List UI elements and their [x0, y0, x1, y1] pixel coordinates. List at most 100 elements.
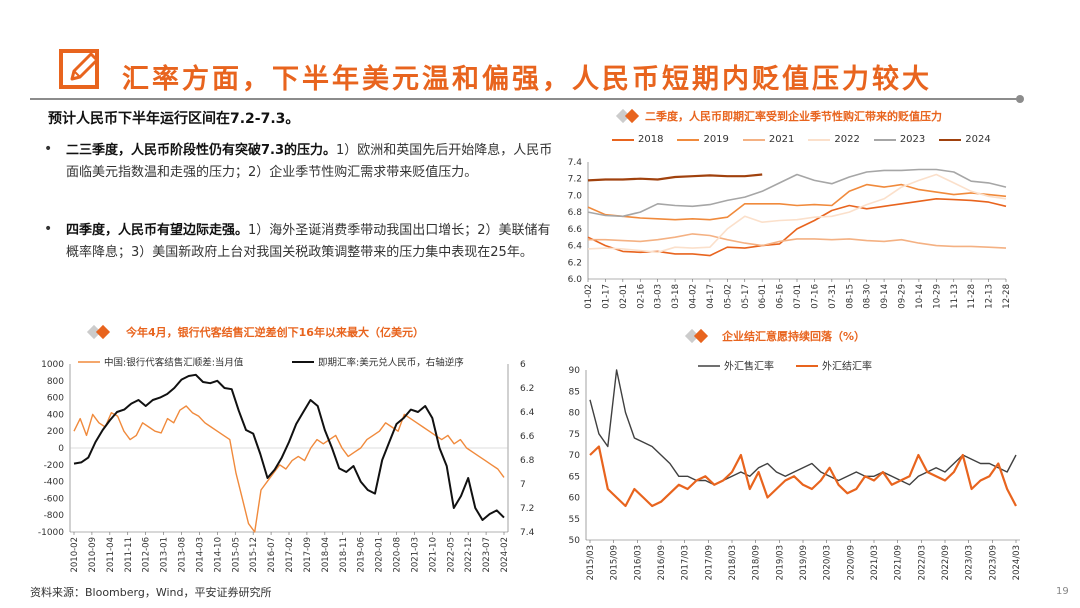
- chart1-legend: 2018 2019 2021 2022 2023 2024: [612, 134, 991, 145]
- chart1-series-2024: [587, 173, 763, 182]
- legend-label: 2019: [703, 134, 729, 145]
- chart1-series-2018: [587, 198, 1007, 257]
- chart2-x-tick-label: 2017-09: [303, 537, 313, 573]
- chart1-series-2019: [587, 183, 1007, 221]
- chart1-x-tick-label: 07-31: [828, 284, 838, 309]
- chart1-y-tick-label: 6.0: [568, 275, 583, 285]
- chart2-x-tick-label: 2010-09: [88, 537, 98, 573]
- orange-diamond-icon: [693, 328, 709, 344]
- bullet-2: 四季度，人民币有望边际走强。1）海外圣诞消费季带动我国出口增长；2）美联储有概率…: [66, 220, 556, 264]
- chart1-x-tick-label: 05-02: [723, 284, 733, 309]
- chart1-x-tick-label: 07-01: [793, 284, 803, 309]
- legend-label: 2018: [638, 134, 664, 145]
- legend-label: 2022: [834, 134, 860, 145]
- chart3-title: 企业结汇意愿持续回落（%）: [722, 330, 866, 343]
- legend-item-2021: 2021: [742, 134, 795, 145]
- chart3-x-tick-label: 2018/03: [728, 545, 738, 580]
- chart3-x-tick-label: 2022/09: [941, 545, 951, 580]
- chart1-x-tick-label: 04-17: [706, 284, 716, 309]
- chart3-y-tick-label: 90: [569, 366, 581, 376]
- page-number: 19: [1056, 586, 1069, 597]
- chart2-plot: 中国:银行代客结售汇顺差:当月值 即期汇率:美元兑人民币，右轴逆序 1000 800 6…: [38, 357, 535, 573]
- chart1-x-tick-label: 12-13: [985, 284, 995, 309]
- orange-diamond-icon: [95, 324, 111, 340]
- chart2-y-right-tick-label: 6.4: [520, 408, 535, 418]
- chart3-x-tick-label: 2021/03: [870, 545, 880, 580]
- chart3-x-tick-label: 2018/09: [752, 545, 762, 580]
- chart1-y-tick-label: 7.0: [568, 191, 583, 201]
- legend-item-2023: 2023: [873, 134, 926, 145]
- chart2-x-tick-label: 2014-03: [195, 537, 205, 573]
- chart3-x-tick-label: 2023/03: [965, 545, 975, 580]
- chart1-y-tick-label: 6.4: [568, 242, 583, 252]
- chart3-x-tick-label: 2021/09: [894, 545, 904, 580]
- chart3-legend-label: 外汇结汇率: [822, 360, 872, 373]
- chart2-x-tick-label: 2011-11: [124, 537, 134, 573]
- legend-swatch: [612, 138, 634, 141]
- chart2-x-tick-label: 2015-12: [249, 537, 259, 573]
- chart1-x-tick-label: 09-29: [898, 284, 908, 309]
- chart3-legend-label: 外汇售汇率: [724, 360, 774, 373]
- legend-label: 2021: [768, 134, 795, 145]
- chart2-x-tick-label: 2011-04: [106, 537, 116, 573]
- chart2-y-right-tick-label: 6.8: [520, 456, 535, 466]
- chart1-x-tick-label: 03-03: [654, 284, 664, 309]
- chart2-series-settlement: [73, 405, 505, 533]
- chart2-y-left-tick-label: 600: [47, 394, 64, 404]
- legend-swatch: [677, 138, 700, 141]
- chart1-x-tick-label: 06-01: [758, 284, 768, 309]
- chart3-x-tick-label: 2020/03: [823, 545, 833, 580]
- chart2-y-left-tick-label: -800: [44, 511, 65, 521]
- chart3-x-tick-label: 2024/03: [1012, 545, 1022, 580]
- chart2-y-right-tick-label: 7.4: [520, 528, 535, 538]
- chart1-x-tick-label: 08-15: [845, 284, 855, 309]
- chart2-x-tick-label: 2021-03: [410, 537, 420, 573]
- chart3-x-tick-label: 2016/09: [657, 545, 667, 580]
- chart1-x-tick-label: 12-28: [1002, 284, 1012, 309]
- chart1-y-tick-label: 6.6: [568, 225, 583, 235]
- legend-swatch: [939, 138, 962, 141]
- chart1-x-tick-label: 02-01: [619, 284, 629, 309]
- chart1-series-2021: [588, 233, 1007, 249]
- chart2-x-tick-label: 2022-05: [446, 537, 456, 573]
- chart3-x-tick-label: 2015/09: [610, 545, 620, 580]
- legend-item-2019: 2019: [677, 134, 729, 145]
- title-divider: [30, 98, 1022, 100]
- chart1-y-tick-label: 7.2: [568, 175, 582, 185]
- chart2-x-tick-label: 2020-08: [393, 537, 403, 573]
- chart3-x-tick-label: 2015/03: [586, 545, 596, 580]
- chart1-x-tick-label: 04-02: [689, 284, 699, 309]
- chart2-x-tick-label: 2018-04: [321, 537, 331, 573]
- chart1-x-tick-label: 01-17: [601, 284, 611, 309]
- chart2-y-left-tick-label: -1000: [38, 528, 64, 538]
- chart3-x-tick-label: 2016/03: [633, 545, 643, 580]
- chart1-x-tick-label: 10-14: [915, 284, 925, 309]
- chart2-x-tick-label: 2023-07: [482, 537, 492, 573]
- bullet-1: 二三季度，人民币阶段性仍有突破7.3的压力。1）欧洲和英国先后开始降息，人民币面…: [66, 140, 556, 184]
- chart2-x-tick-label: 2015-05: [231, 537, 241, 573]
- chart3-y-tick-label: 85: [569, 387, 580, 397]
- chart3-x-tick-label: 2017/03: [681, 545, 691, 580]
- chart2-x-tick-label: 2024-02: [500, 537, 510, 573]
- legend-label: 2024: [965, 134, 991, 145]
- legend-label: 2023: [899, 134, 926, 145]
- chart1-x-tick-label: 09-14: [880, 284, 890, 309]
- chart1-series-2023: [587, 168, 1007, 218]
- chart2-y-right-tick-label: 6.6: [520, 432, 535, 442]
- page-title: 汇率方面，下半年美元温和偏强，人民币短期内贬值压力较大: [122, 64, 932, 95]
- chart1-y-tick-label: 6.8: [568, 208, 583, 218]
- chart3-y-tick-label: 70: [569, 451, 581, 461]
- edit-pencil-icon: [59, 49, 99, 89]
- chart2-y-right-tick-label: 7: [520, 480, 526, 490]
- legend-swatch: [873, 138, 896, 141]
- chart2-y-right-tick-label: 6: [520, 360, 526, 370]
- bullet-dot: •: [44, 141, 53, 157]
- chart2-x-tick-label: 2020-01: [375, 537, 385, 573]
- chart1-title: 二季度，人民币即期汇率受到企业季节性购汇带来的贬值压力: [645, 110, 942, 123]
- chart2-x-tick-label: 2021-10: [428, 537, 438, 573]
- title-divider-dot: [1016, 95, 1024, 103]
- chart3-y-tick-label: 75: [569, 430, 580, 440]
- chart1-x-tick-label: 11-28: [967, 284, 977, 309]
- chart1-x-tick-label: 11-13: [950, 284, 960, 309]
- chart1-x-tick-label: 10-29: [932, 284, 942, 309]
